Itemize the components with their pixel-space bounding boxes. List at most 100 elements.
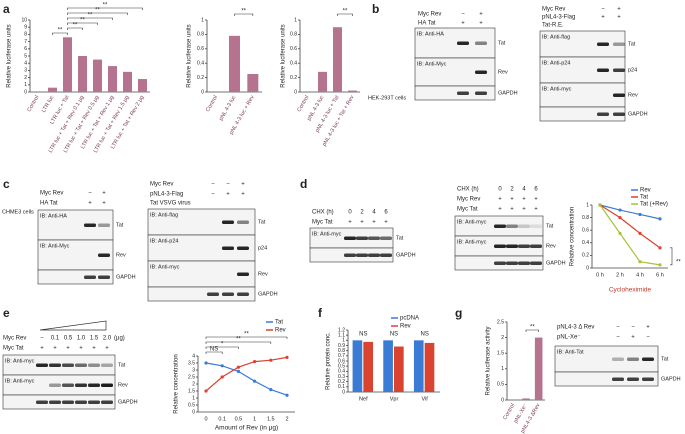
condition-value: + [631,335,635,341]
y-tick-label: 4 [24,61,27,67]
band-label: GAPDH [116,274,136,280]
y-tick-label: 0.4 [338,369,345,375]
significance-bracket [205,346,239,349]
condition-label: pNL4-3-Flag [542,15,575,21]
antibody-label: IB: Anti-myc [150,264,180,270]
blot-band [368,253,380,257]
x-tick-label: 1.5 [267,416,275,422]
point [285,355,289,359]
x-tick-label: 0.5 [235,416,243,422]
antibody-label: IB: Anti-HA [417,31,444,37]
y-tick-label: 0.8 [290,32,297,38]
point [253,379,257,383]
y-tick-label: 3 [24,68,27,74]
y-tick-label: 1 [586,202,589,208]
blot-band [613,93,625,97]
y-tick-label: 1.1 [338,332,345,338]
condition-label: Myc Tat [457,207,478,213]
x-axis-label: Amount of Rev (in μg) [215,425,278,432]
y-tick-label: 2 [501,335,504,341]
bar [383,340,393,392]
significance-bracket [52,32,68,35]
point [253,360,257,364]
y-tick-label: 0.5 [497,382,504,388]
condition-value: − [40,336,44,342]
y-tick-label: 0 [294,89,297,95]
condition-label: Myc Rev [3,336,26,342]
condition-unit: (μg) [114,336,125,342]
y-tick-label: 0.8 [338,348,345,354]
bar [424,342,435,392]
y-tick-label: 2.5 [188,374,195,380]
panel-letter: f [318,306,323,320]
antibody-label: IB: Anti-myc [457,239,487,245]
x-tick-label: Vpr [390,396,399,402]
y-tick-label: 0.6 [197,46,204,52]
series-line [205,356,288,392]
y-tick-label: 0.2 [197,75,204,81]
significance-label: NS [420,332,428,338]
condition-value: + [79,346,83,352]
condition-label: HA Tat [418,21,436,27]
y-tick-label: 10 [21,17,27,23]
y-tick-label: 0.7 [338,353,345,359]
bar [63,37,72,92]
y-tick-label: 1.2 [338,327,345,333]
condition-label: Myc Rev [40,191,63,197]
condition-value: + [617,15,621,21]
y-tick-label: 1 [294,17,297,23]
condition-value: + [510,207,514,213]
bar [229,35,240,92]
condition-value: + [105,346,109,352]
bar [247,74,259,92]
bar [352,340,363,392]
blot-band [475,41,487,45]
significance-label: ** [530,325,535,331]
blot-panel [147,286,256,302]
blot-panel [414,85,496,101]
blot-band [475,91,487,95]
condition-label: Myc Tat [312,220,333,226]
x-tick-label: 0.1 [218,416,226,422]
point [220,364,224,368]
antibody-label: IB: Anti-myc [542,86,572,92]
significance-bracket [67,17,113,20]
significance-label: ** [241,9,246,15]
cell-line-label: HEK-293T cells [368,95,406,101]
significance-bracket [525,329,539,332]
condition-value: 0.1 [51,336,60,342]
condition-value: + [88,201,92,207]
bar [78,56,87,92]
condition-value: 2 [510,187,514,193]
band-label: GAPDH [258,291,278,297]
condition-label: CHX (h) [457,187,479,193]
significance-label: ** [343,9,348,15]
band-label: Tat [661,356,669,362]
condition-value: + [53,346,57,352]
blot-band [475,70,487,74]
bar [318,71,327,92]
condition-value: 6 [534,187,538,193]
y-tick-label: 0.4 [582,240,589,246]
condition-value: − [631,325,635,331]
condition-value: + [479,12,483,18]
blot-band [642,357,654,361]
antibody-label: IB: Anti-p24 [542,60,570,66]
point [658,217,662,221]
panel-letter: b [372,2,379,16]
blot-band [222,246,234,250]
antibody-label: IB: Anti-flag [150,212,178,218]
band-label: Rev [498,69,508,75]
y-tick-label: 1 [201,17,204,23]
y-tick-label: 0.2 [338,379,345,385]
point [638,212,642,217]
band-label: Rev [116,252,126,258]
legend-label: pcDNA [400,316,419,322]
band-label: Tat [116,222,124,228]
significance-label: ** [80,18,85,24]
legend-label: Tat (+Rev) [640,202,668,208]
blot-band [222,292,234,296]
band-label: Tat [498,40,506,46]
y-tick-label: 8 [24,32,27,38]
y-tick-label: 2 [192,381,195,387]
